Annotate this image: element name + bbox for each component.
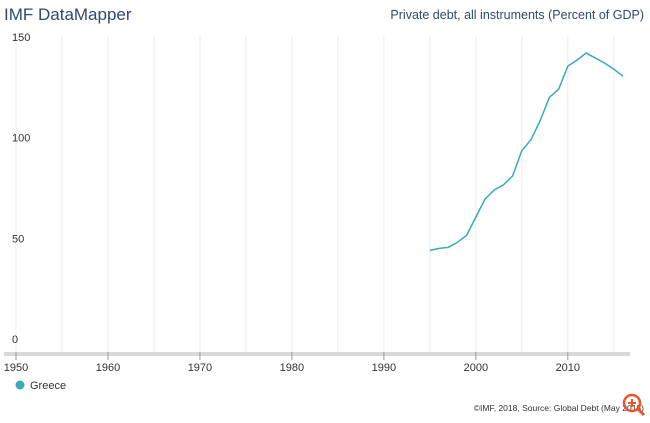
x-tick-label: 1960 <box>96 362 120 374</box>
chart-subtitle: Private debt, all instruments (Percent o… <box>390 8 644 22</box>
y-tick-label: 0 <box>12 334 18 346</box>
source-note: ©IMF, 2018, Source: Global Debt (May 201… <box>474 403 644 413</box>
x-tick-label: 1970 <box>188 362 212 374</box>
legend-label: Greece <box>30 380 66 392</box>
y-tick-label: 50 <box>12 233 24 245</box>
x-axis <box>4 352 630 356</box>
x-tick-label: 1990 <box>372 362 396 374</box>
x-tick-label: 1980 <box>280 362 304 374</box>
y-tick-label: 150 <box>12 32 30 44</box>
chart-title: IMF DataMapper <box>4 5 132 24</box>
zoom-icon[interactable] <box>622 393 646 417</box>
x-tick-label: 1950 <box>4 362 28 374</box>
legend-marker <box>15 380 25 390</box>
x-tick-label: 2000 <box>464 362 488 374</box>
x-tick-label: 2010 <box>556 362 580 374</box>
line <box>429 52 624 252</box>
y-tick-label: 100 <box>12 133 30 145</box>
